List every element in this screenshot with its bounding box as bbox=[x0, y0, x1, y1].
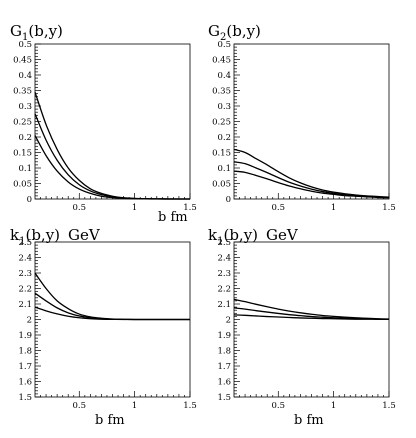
y-tick-label: 0.2 bbox=[18, 133, 32, 143]
chart-panel-3: 1.5 1.6 1.7 1.8 1.9 2 2.1 2.2 2.3 2.4 2.5 0.5 1 1.5 k1… bbox=[10, 226, 197, 428]
y-tick-label: 0.35 bbox=[13, 87, 32, 97]
y-tick-label: 0.25 bbox=[212, 118, 231, 128]
chart-panel-2: 0 0.05 0.1 0.15 0.2 0.25 0.3 0.35 0.4 0.45 0.5 0.5 1… bbox=[208, 22, 396, 213]
x-tick-label: 1 bbox=[132, 203, 137, 213]
y-tick-label: 0 bbox=[226, 195, 231, 205]
plot-frame bbox=[34, 43, 191, 200]
y-tick-label: 2.2 bbox=[18, 285, 32, 295]
y-tick-label: 0 bbox=[27, 195, 32, 205]
series-line-3 bbox=[233, 170, 390, 199]
y-tick-label: 2.2 bbox=[217, 285, 231, 295]
y-tick-label: 2.3 bbox=[18, 269, 32, 279]
y-tick-label: 1.5 bbox=[18, 393, 32, 403]
series-line-1 bbox=[34, 272, 190, 321]
y-tick-label: 0.15 bbox=[212, 149, 231, 159]
x-tick-label: 1 bbox=[331, 401, 336, 411]
chart-panel-4: 1.5 1.6 1.7 1.8 1.9 2 2.1 2.2 2.3 2.4 2.5 0.5 1 1.5 k1… bbox=[208, 226, 396, 428]
y-tick-label: 0.05 bbox=[13, 180, 32, 190]
x-tick-label: 0.5 bbox=[272, 401, 286, 411]
y-tick-label: 1.7 bbox=[217, 362, 231, 372]
y-tick-label: 0.05 bbox=[212, 180, 231, 190]
x-tick-label: 1.5 bbox=[382, 203, 396, 213]
x-tick-label: 0.5 bbox=[272, 203, 286, 213]
y-tick-label: 0.25 bbox=[13, 118, 32, 128]
series-line-2 bbox=[233, 307, 390, 320]
y-tick-label: 2 bbox=[226, 316, 231, 326]
chart-title: k1(b,y) GeV bbox=[10, 226, 101, 247]
series-line-2 bbox=[233, 161, 390, 199]
y-tick-label: 1.8 bbox=[18, 347, 32, 357]
x-tick-label: 1.5 bbox=[183, 401, 197, 411]
y-tick-label: 0.5 bbox=[18, 40, 32, 50]
y-tick-label: 1.5 bbox=[217, 393, 231, 403]
y-tick-label: 2.5 bbox=[18, 238, 32, 248]
x-axis-label: b fm bbox=[95, 413, 125, 428]
y-tick-label: 1.6 bbox=[18, 378, 32, 388]
x-tick-label: 1 bbox=[331, 203, 336, 213]
x-tick-label: 1.5 bbox=[183, 203, 197, 213]
chart-title: k1(b,y) GeV bbox=[208, 226, 299, 247]
y-tick-label: 0.5 bbox=[217, 40, 231, 50]
x-tick-label: 1.5 bbox=[382, 401, 396, 411]
y-tick-label: 0.3 bbox=[217, 102, 231, 112]
y-tick-label: 1.8 bbox=[217, 347, 231, 357]
y-tick-label: 2.4 bbox=[18, 254, 32, 264]
chart-title: G2(b,y) bbox=[208, 22, 261, 43]
y-tick-label: 0.1 bbox=[18, 164, 32, 174]
x-axis-label: b fm bbox=[158, 210, 188, 225]
y-tick-label: 2.1 bbox=[217, 300, 231, 310]
y-tick-label: 2 bbox=[27, 316, 32, 326]
x-tick-label: 0.5 bbox=[73, 401, 87, 411]
y-tick-label: 0.2 bbox=[217, 133, 231, 143]
x-axis-label: b fm bbox=[294, 413, 324, 428]
y-tick-label: 0.35 bbox=[212, 87, 231, 97]
y-tick-label: 2.3 bbox=[217, 269, 231, 279]
y-tick-label: 2.5 bbox=[217, 238, 231, 248]
series-line-2 bbox=[34, 292, 190, 321]
y-tick-label: 0.45 bbox=[13, 56, 32, 66]
series-line-1 bbox=[233, 298, 390, 320]
x-tick-label: 1 bbox=[132, 401, 137, 411]
series-line-3 bbox=[34, 135, 191, 200]
y-tick-label: 0.4 bbox=[217, 71, 231, 81]
y-tick-label: 0.4 bbox=[18, 71, 32, 81]
chart-title: G1(b,y) bbox=[10, 22, 63, 43]
series-line-1 bbox=[233, 148, 390, 198]
y-tick-label: 0.1 bbox=[217, 164, 231, 174]
y-tick-label: 1.9 bbox=[18, 331, 32, 341]
series-line-2 bbox=[34, 113, 191, 200]
y-tick-label: 1.6 bbox=[217, 378, 231, 388]
series-line-3 bbox=[34, 306, 190, 321]
y-tick-label: 1.9 bbox=[217, 331, 231, 341]
series-line-3 bbox=[233, 314, 390, 321]
y-tick-label: 0.15 bbox=[13, 149, 32, 159]
x-tick-label: 0.5 bbox=[73, 203, 87, 213]
chart-panel-1: 0 0.05 0.1 0.15 0.2 0.25 0.3 0.35 0.4 0.45 0.5 0.5 1… bbox=[10, 22, 197, 225]
y-tick-label: 2.1 bbox=[18, 300, 32, 310]
y-tick-label: 0.45 bbox=[212, 56, 231, 66]
y-tick-label: 2.4 bbox=[217, 254, 231, 264]
y-tick-label: 1.7 bbox=[18, 362, 32, 372]
series-line-1 bbox=[34, 91, 191, 200]
y-tick-label: 0.3 bbox=[18, 102, 32, 112]
